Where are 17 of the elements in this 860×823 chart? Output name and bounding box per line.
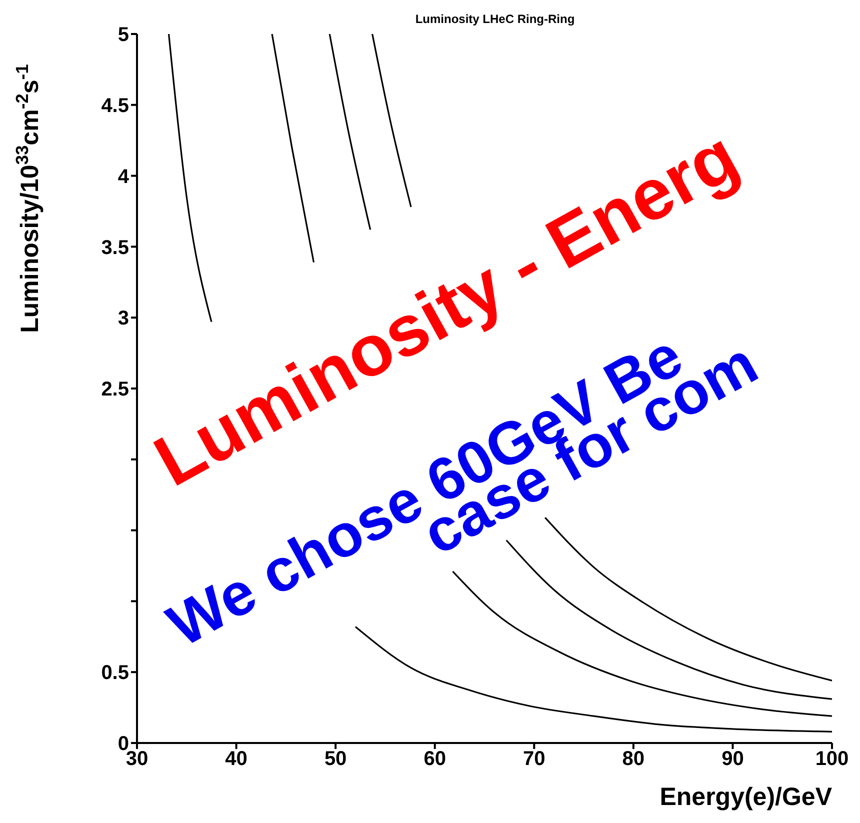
- y-tick-label: 5: [118, 24, 129, 46]
- y-tick-label: 2.5: [101, 378, 129, 401]
- x-tick-label: 30: [126, 748, 148, 770]
- y-tick-label: 4.5: [101, 95, 129, 117]
- chart-title: Luminosity LHeC Ring-Ring: [414, 12, 576, 26]
- x-tick-label: 60: [424, 748, 446, 770]
- x-tick-label: 80: [622, 748, 645, 770]
- x-tick-label: 40: [225, 748, 248, 770]
- y-tick-label: 0.5: [101, 662, 129, 684]
- x-axis-title: Energy(e)/GeV: [660, 783, 832, 811]
- y-tick-label: 4: [118, 166, 130, 188]
- x-tick-label: 90: [722, 748, 744, 770]
- x-tick-label: 50: [324, 748, 347, 770]
- x-tick-label: 100: [815, 748, 849, 770]
- y-tick-label: 3.5: [101, 236, 129, 259]
- y-tick-label: 3: [118, 308, 129, 330]
- x-tick-label: 70: [523, 748, 546, 770]
